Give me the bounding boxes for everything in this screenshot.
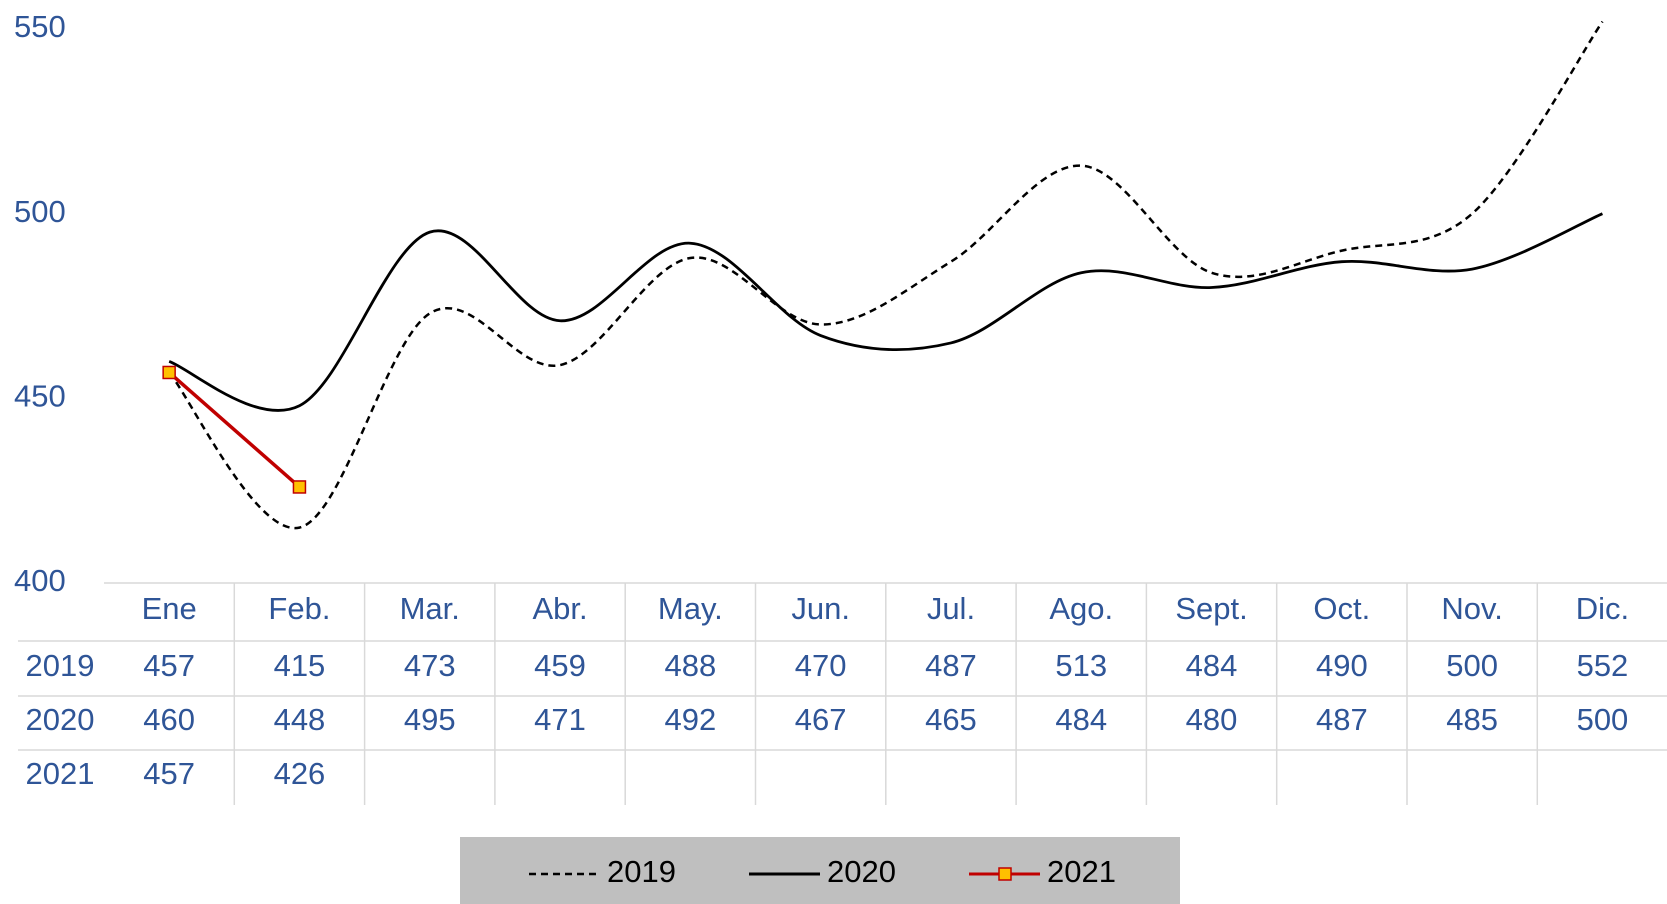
table-cell: 426	[274, 756, 326, 791]
table-cell: 465	[925, 702, 977, 737]
table-cell: 490	[1316, 648, 1368, 683]
table-cell: 487	[1316, 702, 1368, 737]
table-cell: 415	[274, 648, 326, 683]
legend-marker	[998, 867, 1012, 881]
table-row-label: 2019	[26, 648, 95, 683]
x-tick-label: May.	[658, 591, 723, 626]
marker	[292, 480, 307, 494]
legend-label: 2020	[827, 854, 896, 889]
table-cell: 500	[1577, 702, 1629, 737]
x-tick-label: Nov.	[1441, 591, 1502, 626]
table-cell: 552	[1577, 648, 1629, 683]
legend-box	[460, 837, 1180, 904]
x-tick-label: Sept.	[1175, 591, 1247, 626]
table-cell: 480	[1186, 702, 1238, 737]
table-cell: 457	[143, 756, 195, 791]
legend-label: 2021	[1047, 854, 1116, 889]
x-tick-label: Ago.	[1049, 591, 1113, 626]
table-cell: 485	[1446, 702, 1498, 737]
x-tick-label: Oct.	[1313, 591, 1370, 626]
series-line	[167, 371, 301, 489]
table-row-label: 2020	[26, 702, 95, 737]
table-cell: 459	[534, 648, 586, 683]
x-tick-label: Jul.	[927, 591, 975, 626]
table-cell: 487	[925, 648, 977, 683]
table-cell: 460	[143, 702, 195, 737]
table-cell: 471	[534, 702, 586, 737]
table-cell: 500	[1446, 648, 1498, 683]
table-cell: 448	[274, 702, 326, 737]
x-tick-label: Dic.	[1576, 591, 1629, 626]
series-line	[168, 20, 1604, 530]
series-line	[168, 212, 1603, 412]
x-tick-label: Feb.	[268, 591, 330, 626]
legend-label: 2019	[607, 854, 676, 889]
y-tick-label: 450	[14, 379, 66, 414]
x-tick-label: Ene	[142, 591, 197, 626]
table-cell: 470	[795, 648, 847, 683]
table-cell: 473	[404, 648, 456, 683]
table-cell: 513	[1055, 648, 1107, 683]
table-cell: 484	[1055, 702, 1107, 737]
legend: 2019 2020 2021	[460, 837, 1180, 904]
marker	[162, 365, 176, 380]
table-cell: 457	[143, 648, 195, 683]
table-cell: 484	[1186, 648, 1238, 683]
x-tick-label: Mar.	[400, 591, 460, 626]
table-cell: 488	[664, 648, 716, 683]
table-cell: 495	[404, 702, 456, 737]
x-tick-label: Abr.	[532, 591, 587, 626]
table-cell: 492	[664, 702, 716, 737]
y-tick-label: 550	[14, 9, 66, 44]
x-tick-label: Jun.	[791, 591, 850, 626]
table-cell: 467	[795, 702, 847, 737]
table-row-label: 2021	[26, 756, 95, 791]
y-tick-label: 400	[14, 563, 66, 598]
y-tick-label: 500	[14, 194, 66, 229]
